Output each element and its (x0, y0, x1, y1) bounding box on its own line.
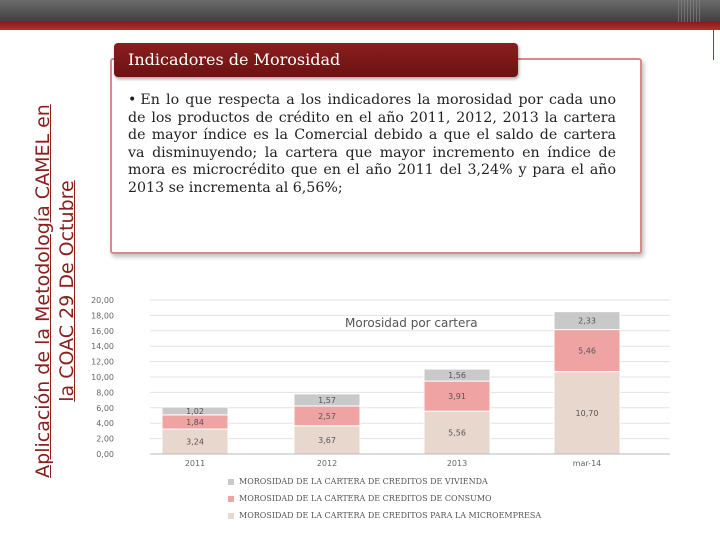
morosidad-chart: 0,00 2,00 4,00 6,00 8,00 10,00 12,00 14,00 16,00… (90, 292, 690, 476)
legend-item: MOROSIDAD DE LA CARTERA DE CREDITOS DE C… (228, 490, 541, 507)
vertical-title-line-2: la COAC 29 De Octubre (56, 180, 78, 402)
chart-title: Morosidad por cartera (345, 316, 478, 330)
bar-value-label: 1,02 (186, 407, 204, 416)
y-tick-label: 4,00 (96, 419, 114, 428)
bar-value-label: 5,46 (578, 347, 596, 356)
content-box (110, 58, 642, 254)
bar-segment (161, 406, 229, 416)
bar-value-label: 2,33 (578, 317, 596, 326)
bar-segment (423, 380, 491, 412)
bar-segment (161, 428, 229, 455)
top-accent-stripe (0, 22, 720, 30)
bar-value-label: 5,56 (448, 429, 466, 438)
bar-value-label: 1,56 (448, 371, 466, 380)
y-tick-label: 12,00 (91, 358, 114, 367)
vertical-title-line-1: Aplicación de la Metodología CAMEL en (32, 104, 54, 478)
bar-segment (293, 425, 361, 455)
y-tick-label: 18,00 (91, 311, 114, 320)
y-tick-label: 0,00 (96, 450, 114, 459)
bullet-paragraph: • En lo que respecta a los indicadores la… (128, 92, 616, 197)
y-tick-label: 20,00 (91, 296, 114, 305)
bar-value-label: 10,70 (576, 409, 599, 418)
right-accent-line (713, 30, 714, 60)
y-tick-label: 8,00 (96, 388, 114, 397)
bar-value-label: 3,91 (448, 392, 466, 401)
bar-segment (423, 368, 491, 382)
legend-item: MOROSIDAD DE LA CARTERA DE CREDITOS PARA… (228, 507, 541, 524)
y-tick-label: 2,00 (96, 435, 114, 444)
legend-label: MOROSIDAD DE LA CARTERA DE CREDITOS PARA… (239, 511, 542, 520)
x-tick-label: 2013 (447, 459, 467, 468)
x-tick-label: 2012 (317, 459, 337, 468)
top-banner (0, 0, 720, 22)
bar-value-label: 3,24 (186, 438, 204, 447)
bar-value-label: 1,84 (186, 418, 204, 427)
bar-value-label: 2,57 (318, 412, 336, 421)
legend-label: MOROSIDAD DE LA CARTERA DE CREDITOS DE C… (239, 494, 492, 503)
x-tick-label: 2011 (185, 459, 205, 468)
bullet-text: En lo que respecta a los indicadores la … (128, 92, 616, 196)
bar-value-label: 3,67 (318, 436, 336, 445)
bar-segment (293, 393, 361, 407)
y-tick-label: 6,00 (96, 404, 114, 413)
y-tick-label: 10,00 (91, 373, 114, 382)
y-tick-label: 14,00 (91, 342, 114, 351)
legend-label: MOROSIDAD DE LA CARTERA DE CREDITOS DE V… (239, 477, 488, 486)
chart-svg: 0,00 2,00 4,00 6,00 8,00 10,00 12,00 14,00 16,00… (91, 296, 670, 468)
bar-value-label: 1,57 (318, 396, 336, 405)
legend-swatch (228, 512, 234, 519)
legend-swatch (228, 495, 234, 502)
vertical-slide-title: Aplicación de la Metodología CAMEL en la… (31, 41, 97, 541)
bar-segment (553, 311, 621, 331)
legend-swatch (228, 478, 234, 485)
x-tick-label: mar-14 (573, 459, 602, 468)
legend-item: MOROSIDAD DE LA CARTERA DE CREDITOS DE V… (228, 473, 541, 490)
y-tick-label: 16,00 (91, 327, 114, 336)
chart-legend: MOROSIDAD DE LA CARTERA DE CREDITOS DE V… (228, 473, 541, 524)
section-title: Indicadores de Morosidad (114, 43, 518, 77)
bullet-dot: • (128, 92, 137, 108)
bar-segment (553, 329, 621, 373)
top-banner-pattern (678, 0, 702, 22)
